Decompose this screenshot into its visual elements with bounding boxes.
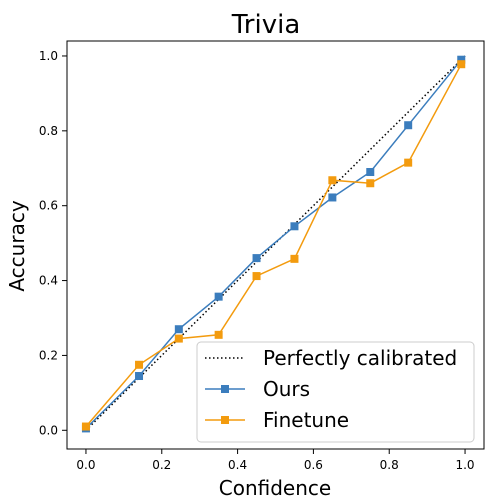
y-tick-label: 0.4	[39, 274, 58, 288]
legend-label-ours: Ours	[263, 377, 310, 401]
data-point-ours	[135, 372, 144, 381]
x-tick-label: 1.0	[455, 458, 474, 472]
data-point-ours	[174, 325, 183, 334]
data-point-ours	[457, 55, 466, 64]
legend-ours-marker	[221, 385, 229, 393]
y-tick-label: 0.8	[39, 124, 58, 138]
data-point-finetune	[404, 158, 413, 167]
plot-marks	[81, 55, 466, 433]
x-tick-label: 0.8	[380, 458, 399, 472]
y-axis: 0.0 0.2 0.4 0.6 0.8 1.0	[39, 49, 67, 437]
data-point-finetune	[81, 422, 90, 431]
data-point-ours	[290, 222, 299, 231]
data-point-finetune	[457, 60, 466, 69]
data-point-ours	[214, 292, 223, 301]
x-tick-label: 0.4	[228, 458, 247, 472]
legend-label-reference: Perfectly calibrated	[263, 346, 457, 370]
legend-finetune-marker	[221, 416, 229, 424]
data-point-finetune	[290, 254, 299, 263]
data-point-ours	[366, 168, 375, 177]
series-line-ours	[85, 59, 462, 429]
legend-box	[196, 341, 475, 443]
data-point-finetune	[366, 179, 375, 188]
chart-title: Trivia	[231, 10, 301, 40]
data-point-ours	[252, 254, 261, 263]
legend-label-finetune: Finetune	[263, 408, 349, 432]
series-line-finetune	[85, 63, 462, 427]
y-tick-label: 0.0	[39, 423, 58, 437]
data-point-finetune	[252, 272, 261, 281]
y-axis-label: Accuracy	[5, 200, 29, 291]
data-point-ours	[404, 121, 413, 130]
y-tick-label: 0.2	[39, 348, 58, 362]
data-point-finetune	[214, 330, 223, 339]
data-point-finetune	[174, 334, 183, 343]
y-tick-label: 0.6	[39, 199, 58, 213]
x-axis: 0.0 0.2 0.4 0.6 0.8 1.0	[76, 449, 475, 472]
x-axis-label: Confidence	[219, 476, 331, 500]
y-tick-label: 1.0	[39, 49, 58, 63]
data-point-finetune	[328, 176, 337, 185]
data-point-ours	[328, 193, 337, 202]
data-point-finetune	[135, 360, 144, 369]
reference-line	[85, 55, 466, 431]
legend: Perfectly calibrated Ours Finetune	[196, 341, 475, 443]
x-tick-label: 0.0	[76, 458, 95, 472]
x-tick-label: 0.6	[304, 458, 323, 472]
x-tick-label: 0.2	[152, 458, 171, 472]
